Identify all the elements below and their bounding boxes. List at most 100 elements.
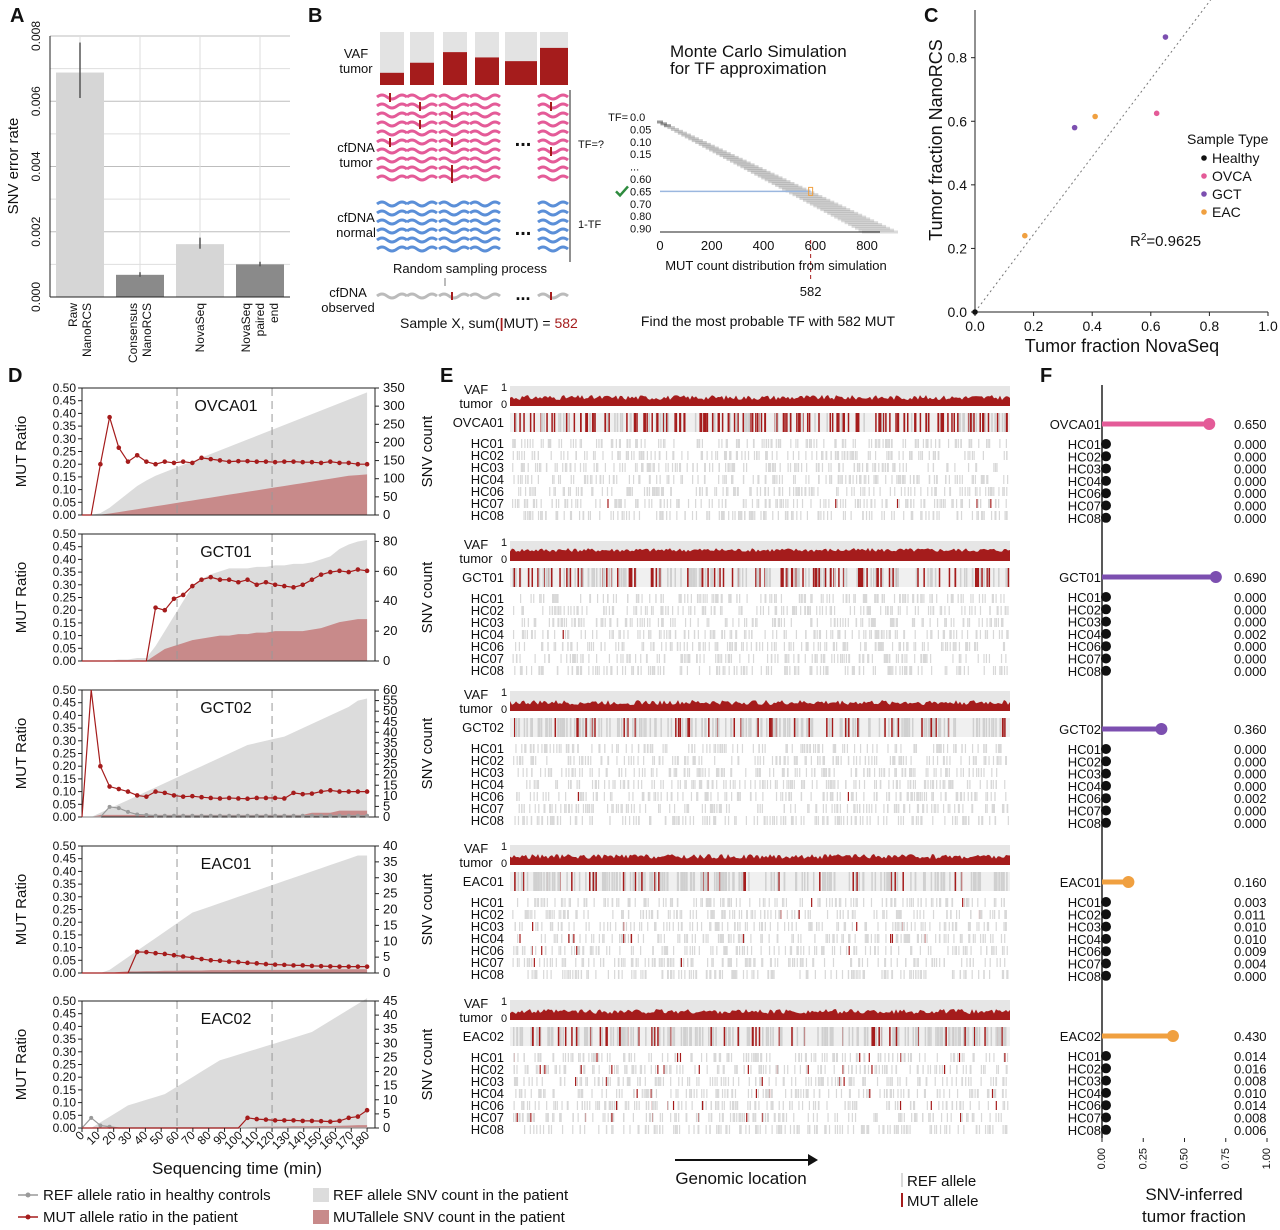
e-ref-allele (576, 780, 578, 789)
e-ref-allele (832, 756, 834, 765)
e-ref-allele (625, 511, 628, 520)
d-ref-ratio-point (135, 812, 140, 817)
e-ref-allele (772, 718, 774, 737)
e-ref-allele (925, 718, 927, 737)
e-ref-allele (950, 594, 952, 603)
e-ref-allele (942, 872, 945, 891)
e-ref-allele (666, 499, 668, 508)
e-ref-allele (693, 898, 695, 907)
e-ref-allele (996, 606, 998, 615)
e-ref-allele (635, 439, 637, 448)
e-ref-allele (779, 756, 781, 765)
e-ref-allele (723, 744, 726, 753)
e-ref-allele (968, 756, 971, 765)
e-ref-allele (858, 475, 861, 484)
b-tf-value: 0.15 (630, 149, 651, 161)
e-ref-allele (771, 594, 773, 603)
e-ref-allele (1003, 898, 1005, 907)
e-ref-allele (824, 642, 826, 651)
e-ref-allele (839, 654, 842, 663)
e-ref-allele (675, 910, 678, 919)
e-ref-allele (681, 654, 683, 663)
e-ref-allele (642, 872, 644, 891)
e-ref-allele (529, 910, 531, 919)
e-mut-allele (699, 413, 701, 432)
e-ref-allele (940, 744, 942, 753)
e-ref-allele (923, 718, 925, 737)
e-mut-allele (976, 499, 978, 508)
d-mut-ratio-point (125, 789, 131, 794)
e-ref-allele (819, 499, 821, 508)
e-ref-allele (974, 606, 976, 615)
e-ref-allele (642, 792, 644, 801)
e-ref-allele (971, 568, 974, 587)
e-ref-allele (642, 910, 645, 919)
d-count-tick-label: 0 (383, 653, 390, 668)
e-ref-allele (869, 816, 871, 825)
e-ref-allele (966, 630, 969, 639)
e-ref-allele (543, 594, 545, 603)
e-ref-allele (614, 413, 616, 432)
e-ref-allele (902, 475, 904, 484)
e-ref-allele (589, 475, 592, 484)
e-ref-allele (931, 666, 933, 675)
d-count-tick-label: 35 (383, 735, 397, 750)
e-ref-allele (549, 439, 551, 448)
e-ref-allele (665, 642, 667, 651)
e-ref-allele (673, 804, 676, 813)
panel-letter-f: F (1040, 365, 1052, 387)
e-ref-allele (692, 642, 694, 651)
d-mut-ratio-point (98, 461, 103, 467)
e-ref-allele (976, 630, 978, 639)
e-ref-allele (649, 475, 651, 484)
e-ref-allele (963, 666, 965, 675)
e-ref-allele (661, 618, 663, 627)
e-ref-allele (839, 630, 841, 639)
e-ref-allele (942, 642, 944, 651)
e-ref-allele (920, 511, 922, 520)
e-mut-allele (650, 568, 653, 587)
e-ref-allele (514, 718, 517, 737)
e-ref-allele (795, 666, 797, 675)
e-ref-allele (595, 475, 597, 484)
e-ref-allele (684, 804, 686, 813)
e-ref-allele (611, 666, 613, 675)
e-ref-allele (1006, 630, 1008, 639)
d-mut-ratio-point (153, 461, 158, 467)
e-ref-allele (813, 768, 816, 777)
e-ref-allele (879, 487, 881, 496)
e-mut-allele (877, 568, 879, 587)
e-ref-allele (776, 475, 778, 484)
e-ref-allele (648, 475, 651, 484)
e-ref-allele (619, 463, 621, 472)
e-ref-allele (897, 654, 899, 663)
e-ref-allele (934, 568, 937, 587)
e-ref-allele (546, 816, 549, 825)
e-ref-allele (544, 768, 546, 777)
e-ref-allele (658, 804, 660, 813)
e-ref-allele (716, 718, 718, 737)
e-ref-allele (694, 756, 696, 765)
e-ref-allele (801, 499, 804, 508)
e-ref-allele (721, 630, 724, 639)
e-ref-allele (764, 499, 766, 508)
b-sim-distribution (823, 209, 855, 213)
e-ref-allele (839, 618, 842, 627)
e-ref-allele (894, 756, 896, 765)
e-ref-allele (886, 910, 888, 919)
d-ratio-tick-label: 0.20 (53, 603, 77, 617)
d-mut-ratio-point (254, 582, 260, 588)
e-ref-allele (987, 487, 990, 496)
e-ref-allele (574, 618, 576, 627)
e-ref-allele (640, 910, 642, 919)
e-ref-allele (706, 594, 708, 603)
e-ref-allele (888, 439, 890, 448)
e-ref-allele (700, 922, 703, 931)
e-ref-allele (625, 618, 627, 627)
e-ref-allele (775, 499, 777, 508)
e-ref-allele (992, 780, 994, 789)
e-mut-allele (677, 718, 680, 737)
b-read-wave (376, 165, 408, 173)
e-ref-allele (612, 606, 614, 615)
e-ref-allele (677, 792, 679, 801)
